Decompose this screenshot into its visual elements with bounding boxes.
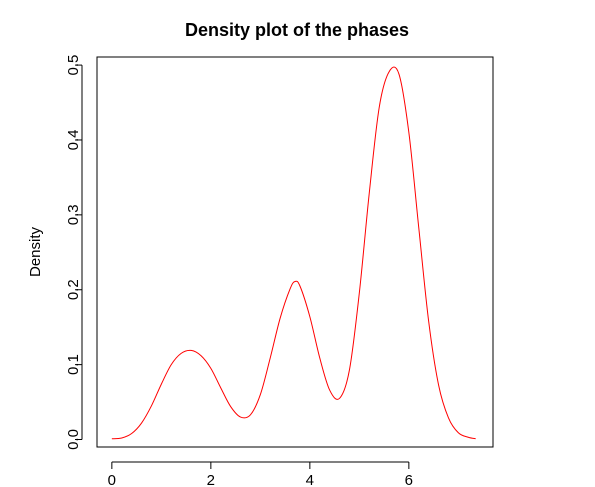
density-point	[388, 71, 389, 72]
density-point	[458, 432, 459, 433]
density-point	[408, 132, 409, 133]
density-point	[428, 321, 429, 322]
y-axis-label: Density	[27, 226, 44, 277]
y-tick-label: 0.2	[65, 279, 82, 300]
y-tick-label: 0.0	[65, 429, 82, 450]
density-point	[121, 437, 122, 438]
density-point	[260, 394, 261, 395]
density-point	[369, 193, 370, 194]
density-point	[280, 318, 281, 319]
density-point	[111, 438, 112, 439]
density-point	[309, 316, 310, 317]
density-point	[448, 417, 449, 418]
series-layer	[111, 66, 476, 440]
plot-frame	[96, 56, 494, 448]
density-point	[161, 384, 162, 385]
density-point	[250, 414, 251, 415]
density-point	[220, 387, 221, 388]
density-point	[438, 384, 439, 385]
density-point	[270, 357, 271, 358]
density-point	[289, 288, 290, 289]
density-point	[299, 285, 300, 286]
density-curve	[111, 66, 476, 440]
y-tick-label: 0.3	[65, 204, 82, 225]
density-point	[294, 281, 295, 282]
density-point	[349, 369, 350, 370]
x-tick-label: 2	[207, 472, 215, 487]
x-tick-label: 0	[108, 472, 116, 487]
density-point	[151, 405, 152, 406]
density-point	[329, 389, 330, 390]
density-point	[230, 406, 231, 407]
density-point	[418, 227, 419, 228]
density-point	[379, 107, 380, 108]
x-axis: 0 2 4 6	[108, 461, 413, 487]
density-point	[240, 416, 241, 417]
density-point	[319, 357, 320, 358]
x-tick-label: 6	[405, 472, 413, 487]
density-point	[181, 353, 182, 354]
density-point	[131, 433, 132, 434]
density-point	[398, 73, 399, 74]
density-point	[171, 364, 172, 365]
y-axis: 0.0 0.1 0.2 0.3 0.4 0.5	[65, 55, 83, 450]
density-point	[468, 437, 469, 438]
density-point	[210, 368, 211, 369]
y-tick-label: 0.5	[65, 55, 82, 76]
density-point	[339, 398, 340, 399]
y-tick-label: 0.1	[65, 354, 82, 375]
density-point	[475, 438, 476, 439]
x-tick-label: 4	[306, 472, 314, 487]
chart-title: Density plot of the phases	[185, 20, 409, 40]
density-point	[200, 355, 201, 356]
density-point	[190, 350, 191, 351]
y-tick-label: 0.4	[65, 130, 82, 151]
density-point	[141, 422, 142, 423]
density-point	[359, 292, 360, 293]
